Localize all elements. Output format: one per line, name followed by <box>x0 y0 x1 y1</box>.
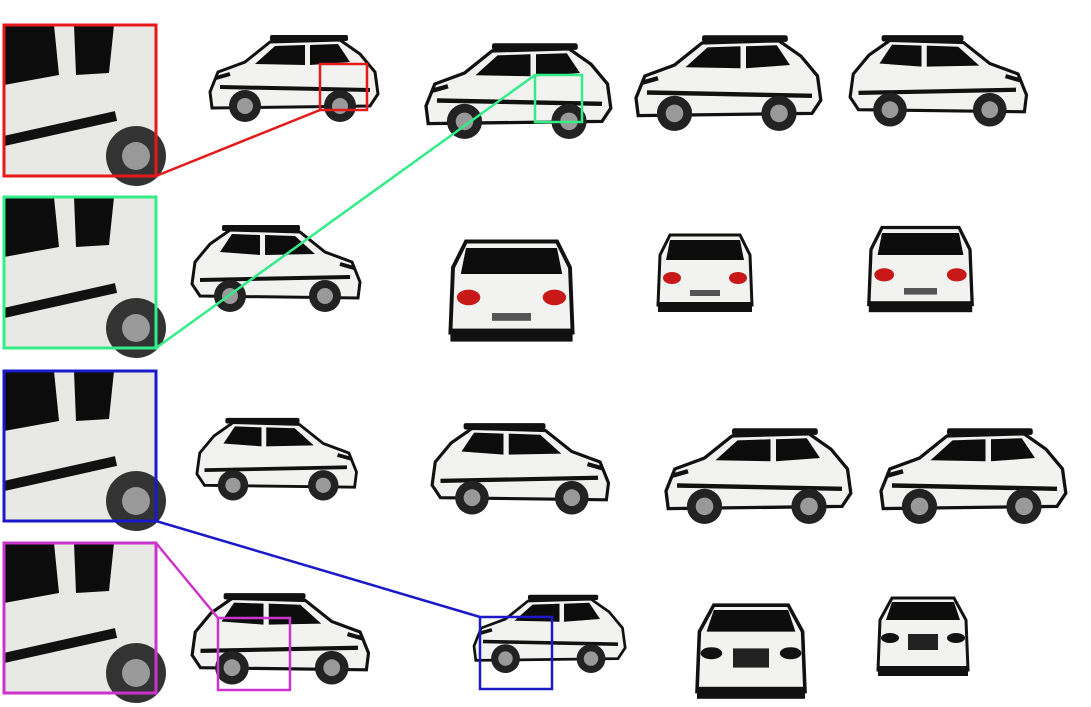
red-inset <box>4 25 166 186</box>
car-row2-view0 <box>197 418 357 501</box>
car-row2-view1 <box>432 423 608 514</box>
car-row0-view2 <box>636 35 821 131</box>
car-grid <box>192 35 1066 699</box>
car-row3-view3 <box>878 598 968 676</box>
car-row3-view2 <box>697 605 805 699</box>
car-row1-view0 <box>192 225 360 312</box>
blue-inset <box>4 371 166 531</box>
car-row2-view3 <box>881 428 1066 524</box>
zoom-insets <box>4 25 166 703</box>
car-row2-view2 <box>666 428 851 524</box>
car-row1-view2 <box>658 235 752 312</box>
inset-connectors <box>156 64 582 690</box>
car-row0-view3 <box>850 35 1026 126</box>
magenta-inset-connector-line <box>156 543 218 618</box>
green-inset <box>4 197 166 358</box>
car-row3-view1 <box>474 595 625 673</box>
car-row1-view3 <box>869 228 972 313</box>
magenta-inset <box>4 543 166 703</box>
car-row1-view1 <box>450 242 572 342</box>
